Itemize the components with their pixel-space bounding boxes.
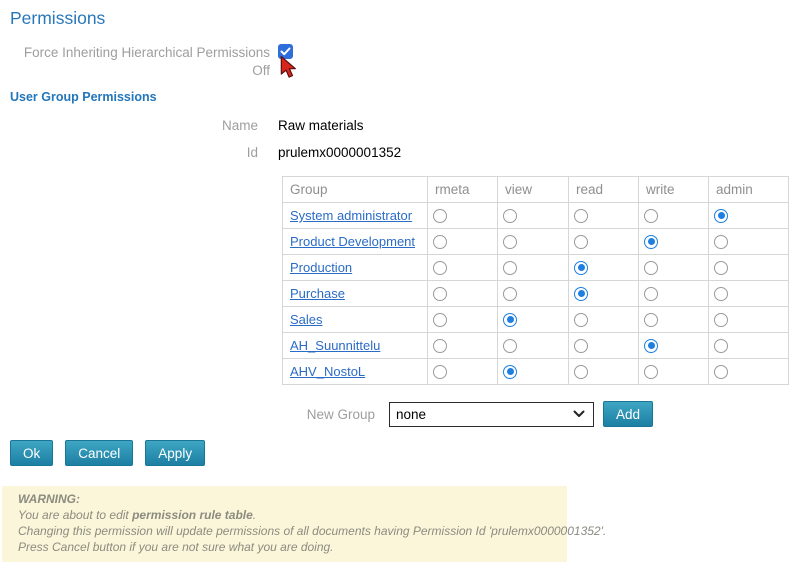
group-link[interactable]: AHV_NostoL xyxy=(290,364,366,379)
radio-write[interactable] xyxy=(644,234,658,249)
radio-view[interactable] xyxy=(503,208,517,223)
radio-read[interactable] xyxy=(574,364,588,379)
group-link[interactable]: Product Development xyxy=(290,234,416,249)
force-inherit-row: Force Inheriting Hierarchical Permission… xyxy=(10,44,798,78)
id-row: Id prulemx0000001352 xyxy=(10,144,798,161)
permissions-table-header: Group rmeta view read write admin xyxy=(282,176,789,203)
radio-rmeta[interactable] xyxy=(433,286,447,301)
new-group-label: New Group xyxy=(306,406,375,422)
new-group-selected-value: none xyxy=(396,406,427,422)
checkmark-icon xyxy=(280,47,291,56)
column-header-write: write xyxy=(638,176,709,203)
warning-line-2: Changing this permission will update per… xyxy=(18,524,607,538)
warning-box: WARNING: You are about to edit permissio… xyxy=(2,486,607,562)
radio-read[interactable] xyxy=(574,338,588,353)
group-link[interactable]: AH_Suunnittelu xyxy=(290,338,381,353)
radio-rmeta[interactable] xyxy=(433,260,447,275)
radio-view[interactable] xyxy=(503,286,517,301)
radio-read[interactable] xyxy=(574,234,588,249)
radio-admin[interactable] xyxy=(714,208,728,223)
table-row: System administrator xyxy=(282,202,789,229)
mouse-cursor-icon xyxy=(280,56,296,78)
radio-view[interactable] xyxy=(503,234,517,249)
force-inherit-state: Off xyxy=(252,63,270,78)
table-row: AH_Suunnittelu xyxy=(282,332,789,359)
column-header-read: read xyxy=(568,176,639,203)
radio-write[interactable] xyxy=(644,364,658,379)
chevron-down-icon xyxy=(573,410,585,417)
table-row: Purchase xyxy=(282,280,789,307)
radio-admin[interactable] xyxy=(714,364,728,379)
radio-rmeta[interactable] xyxy=(433,234,447,249)
radio-read[interactable] xyxy=(574,312,588,327)
radio-view[interactable] xyxy=(503,364,517,379)
column-header-rmeta: rmeta xyxy=(427,176,498,203)
radio-write[interactable] xyxy=(644,260,658,275)
table-row: AHV_NostoL xyxy=(282,358,789,385)
radio-admin[interactable] xyxy=(714,234,728,249)
radio-write[interactable] xyxy=(644,208,658,223)
id-label: Id xyxy=(246,145,258,160)
new-group-select[interactable]: none xyxy=(389,401,594,427)
user-group-permissions-heading: User Group Permissions xyxy=(10,90,157,104)
table-row: Product Development xyxy=(282,228,789,255)
name-label: Name xyxy=(221,118,258,133)
radio-rmeta[interactable] xyxy=(433,364,447,379)
ok-button[interactable]: Ok xyxy=(10,440,54,466)
radio-rmeta[interactable] xyxy=(433,208,447,223)
add-button[interactable]: Add xyxy=(603,401,654,427)
radio-admin[interactable] xyxy=(714,312,728,327)
radio-read[interactable] xyxy=(574,260,588,275)
radio-read[interactable] xyxy=(574,208,588,223)
cancel-button[interactable]: Cancel xyxy=(65,440,134,466)
radio-read[interactable] xyxy=(574,286,588,301)
radio-write[interactable] xyxy=(644,286,658,301)
actions-row: Ok Cancel Apply xyxy=(10,440,798,466)
id-value: prulemx0000001352 xyxy=(278,145,402,160)
table-row: Production xyxy=(282,254,789,281)
column-header-group: Group xyxy=(282,176,428,203)
force-inherit-checkbox[interactable] xyxy=(278,44,293,59)
apply-button[interactable]: Apply xyxy=(145,440,206,466)
permissions-table: Group rmeta view read write admin System admi… xyxy=(282,176,789,385)
radio-view[interactable] xyxy=(503,260,517,275)
radio-admin[interactable] xyxy=(714,286,728,301)
name-row: Name Raw materials xyxy=(10,117,798,134)
group-link[interactable]: System administrator xyxy=(290,208,413,223)
force-inherit-label: Force Inheriting Hierarchical Permission… xyxy=(23,45,270,60)
warning-title: WARNING: xyxy=(18,492,80,506)
warning-line-3: Press Cancel button if you are not sure … xyxy=(18,540,334,554)
name-value: Raw materials xyxy=(278,118,364,133)
radio-view[interactable] xyxy=(503,338,517,353)
new-group-row: New Group none Add xyxy=(282,401,798,427)
column-header-admin: admin xyxy=(708,176,789,203)
group-link[interactable]: Production xyxy=(290,260,353,275)
radio-write[interactable] xyxy=(644,338,658,353)
radio-rmeta[interactable] xyxy=(433,338,447,353)
radio-write[interactable] xyxy=(644,312,658,327)
page-title: Permissions xyxy=(10,8,106,28)
radio-rmeta[interactable] xyxy=(433,312,447,327)
group-link[interactable]: Sales xyxy=(290,312,323,327)
table-row: Sales xyxy=(282,306,789,333)
radio-view[interactable] xyxy=(503,312,517,327)
column-header-view: view xyxy=(497,176,569,203)
radio-admin[interactable] xyxy=(714,260,728,275)
warning-line-1: You are about to edit permission rule ta… xyxy=(18,508,257,522)
force-inherit-checkbox-wrap xyxy=(278,44,296,78)
group-link[interactable]: Purchase xyxy=(290,286,345,301)
radio-admin[interactable] xyxy=(714,338,728,353)
